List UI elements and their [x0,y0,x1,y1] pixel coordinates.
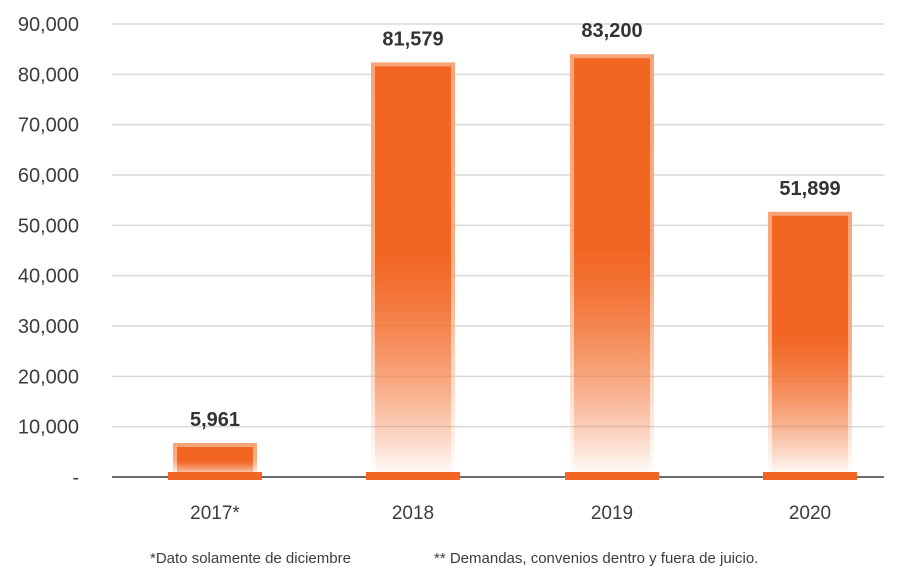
data-label: 81,579 [382,28,443,50]
bar-group [763,211,857,480]
bar-base [366,472,460,480]
y-tick-label: 60,000 [18,165,79,187]
y-tick-label: 80,000 [18,64,79,86]
bar [375,66,451,478]
data-label: 83,200 [581,20,642,42]
y-tick-label: 20,000 [18,366,79,388]
grid-lines [112,23,884,478]
footnote: *Dato solamente de diciembre [150,550,351,567]
y-tick-label: 50,000 [18,215,79,237]
y-tick-label: 30,000 [18,316,79,338]
bar-group [366,62,460,480]
x-tick-label: 2019 [591,503,633,524]
y-tick-label: 70,000 [18,115,79,137]
x-axis-tick-labels: 2017* 2018 2019 2020 [190,503,831,524]
bars [168,54,857,480]
bar-base [763,472,857,480]
data-label: 5,961 [190,409,240,431]
data-labels: 5,961 81,579 83,200 51,899 [190,20,841,431]
y-tick-label: 90,000 [18,14,79,36]
y-tick-label: - [72,467,79,489]
bar [772,215,848,478]
x-tick-label: 2020 [789,503,831,524]
footnotes: *Dato solamente de diciembre ** Demandas,… [150,550,758,567]
y-axis-tick-labels: - 10,000 20,000 30,000 40,000 50,000 60,000 70,… [18,14,79,489]
x-tick-label: 2017* [190,503,240,524]
y-tick-label: 10,000 [18,417,79,439]
footnote: ** Demandas, convenios dentro y fuera de… [434,550,758,567]
bar-group [565,54,659,480]
y-tick-label: 40,000 [18,266,79,288]
x-tick-label: 2018 [392,503,434,524]
bar-base [565,472,659,480]
bar-group [168,442,262,480]
bar [177,446,253,477]
bar [574,58,650,478]
data-label: 51,899 [779,178,840,200]
bar-base [168,472,262,480]
